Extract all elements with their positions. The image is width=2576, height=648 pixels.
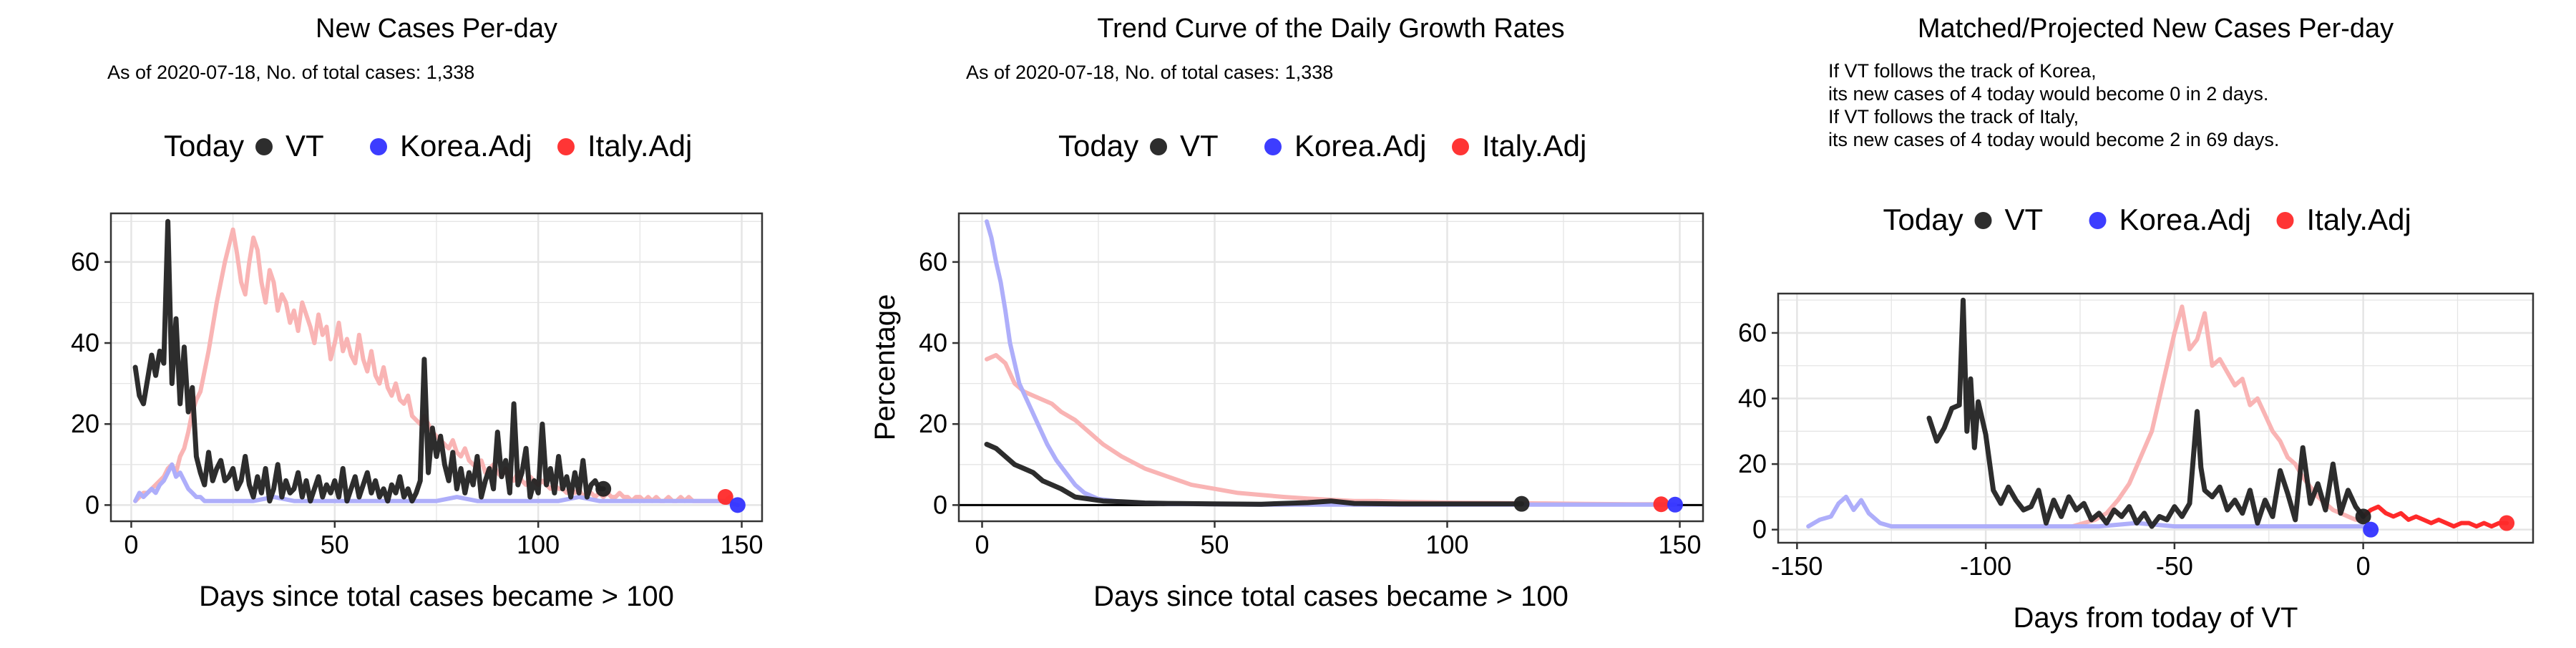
- legend-key-italy-adj: [557, 138, 575, 155]
- x-tick-label: 150: [1658, 530, 1701, 559]
- legend-label: Korea.Adj: [1294, 129, 1426, 163]
- chart-title: Matched/Projected New Cases Per-day: [1918, 14, 2394, 44]
- today-point-vt: [2355, 508, 2371, 525]
- x-tick-label: 50: [1200, 530, 1229, 559]
- x-axis-title: Days since total cases became > 100: [199, 581, 674, 612]
- series-line-vt: [132, 218, 606, 504]
- legend-key-korea-adj: [1264, 138, 1282, 155]
- y-tick-label: 60: [71, 247, 99, 276]
- today-point-italy-adj: [717, 489, 733, 506]
- chart-subtitle: As of 2020-07-18, No. of total cases: 1,…: [966, 62, 1333, 83]
- legend-title: Today: [164, 129, 244, 163]
- chart-title: New Cases Per-day: [316, 14, 557, 44]
- x-tick-label: -100: [1960, 551, 2011, 581]
- series-group: [1806, 297, 2509, 532]
- y-tick-label: 60: [1738, 318, 1767, 347]
- plot-border: [1777, 292, 2534, 544]
- chart-title: Trend Curve of the Daily Growth Rates: [1097, 14, 1564, 44]
- legend-label: Italy.Adj: [2307, 203, 2411, 236]
- chart-subtitle-line: If VT follows the track of Korea,: [1828, 60, 2097, 82]
- legend-label: VT: [2005, 203, 2044, 236]
- y-tick-label: 60: [919, 247, 947, 276]
- x-tick-label: -150: [1771, 551, 1823, 581]
- legend-title: Today: [1883, 203, 1963, 236]
- legend-key-korea-adj: [370, 138, 387, 155]
- chart-panel-3: Matched/Projected New Cases Per-day If VT…: [1738, 14, 2534, 634]
- series-line-korea-adj: [1806, 494, 2373, 532]
- series-line-korea-adj: [133, 462, 740, 508]
- legend-label: VT: [286, 129, 324, 163]
- legend-key-korea-adj: [2089, 212, 2107, 229]
- y-tick-label: 20: [919, 409, 947, 438]
- legend-label: Korea.Adj: [400, 129, 532, 163]
- series-line-korea-adj: [985, 219, 1677, 507]
- y-tick-label: 40: [71, 328, 99, 357]
- legend: Today VT Korea.Adj Italy.Adj: [1883, 203, 2411, 236]
- chart-panel-2: Trend Curve of the Daily Growth Rates As …: [869, 14, 1704, 612]
- x-axis-title: Days since total cases became > 100: [1093, 581, 1568, 612]
- chart-subtitle-line: its new cases of 4 today would become 2 …: [1828, 129, 2279, 150]
- today-point-italy-adj: [1653, 496, 1669, 513]
- chart-subtitle-line: its new cases of 4 today would become 0 …: [1828, 83, 2268, 105]
- series-group: [132, 218, 740, 508]
- plot-border: [109, 212, 763, 523]
- chart-panel-1: New Cases Per-day As of 2020-07-18, No. o…: [71, 14, 763, 612]
- legend-label: VT: [1180, 129, 1219, 163]
- plot-border: [957, 212, 1704, 523]
- gridlines: [959, 213, 1703, 521]
- y-tick-label: 0: [1752, 515, 1767, 544]
- chart-subtitle-line: If VT follows the track of Italy,: [1828, 106, 2079, 127]
- legend-label: Italy.Adj: [1482, 129, 1586, 163]
- y-tick-label: 20: [1738, 449, 1767, 478]
- y-tick-label: 40: [919, 328, 947, 357]
- today-point-korea-adj: [2363, 521, 2379, 538]
- y-tick-label: 0: [933, 490, 947, 519]
- gridlines: [1778, 294, 2533, 543]
- today-point-italy-adj: [2499, 515, 2515, 531]
- y-tick-label: 40: [1738, 384, 1767, 413]
- series-line-vt: [984, 442, 1524, 507]
- legend-key-vt: [255, 138, 273, 155]
- y-axis-title: Percentage: [869, 294, 901, 441]
- x-tick-label: -50: [2156, 551, 2193, 581]
- today-point-korea-adj: [1667, 496, 1683, 513]
- x-tick-label: 150: [721, 530, 763, 559]
- legend-key-vt: [1150, 138, 1167, 155]
- x-tick-label: 50: [321, 530, 349, 559]
- series-line-vt: [1926, 297, 2366, 529]
- x-tick-label: 100: [1425, 530, 1468, 559]
- today-point-vt: [595, 480, 612, 497]
- x-tick-label: 0: [975, 530, 989, 559]
- x-tick-label: 100: [517, 530, 560, 559]
- series-line-italy-adj: [2361, 504, 2509, 529]
- x-tick-label: 0: [2356, 551, 2371, 581]
- legend-key-italy-adj: [1452, 138, 1469, 155]
- series-group: [984, 219, 1677, 507]
- legend-title: Today: [1058, 129, 1138, 163]
- y-tick-label: 0: [85, 490, 99, 519]
- chart-subtitle: As of 2020-07-18, No. of total cases: 1,…: [107, 62, 474, 83]
- legend-key-vt: [1974, 212, 1992, 229]
- legend-label: Korea.Adj: [2119, 203, 2251, 236]
- legend-label: Italy.Adj: [587, 129, 692, 163]
- today-point-korea-adj: [729, 497, 746, 513]
- x-tick-label: 0: [124, 530, 138, 559]
- y-tick-label: 20: [71, 409, 99, 438]
- legend: Today VT Korea.Adj Italy.Adj: [1058, 129, 1586, 163]
- legend: Today VT Korea.Adj Italy.Adj: [164, 129, 692, 163]
- legend-key-italy-adj: [2276, 212, 2294, 229]
- x-axis-title: Days from today of VT: [2014, 602, 2298, 634]
- today-point-vt: [1513, 495, 1530, 512]
